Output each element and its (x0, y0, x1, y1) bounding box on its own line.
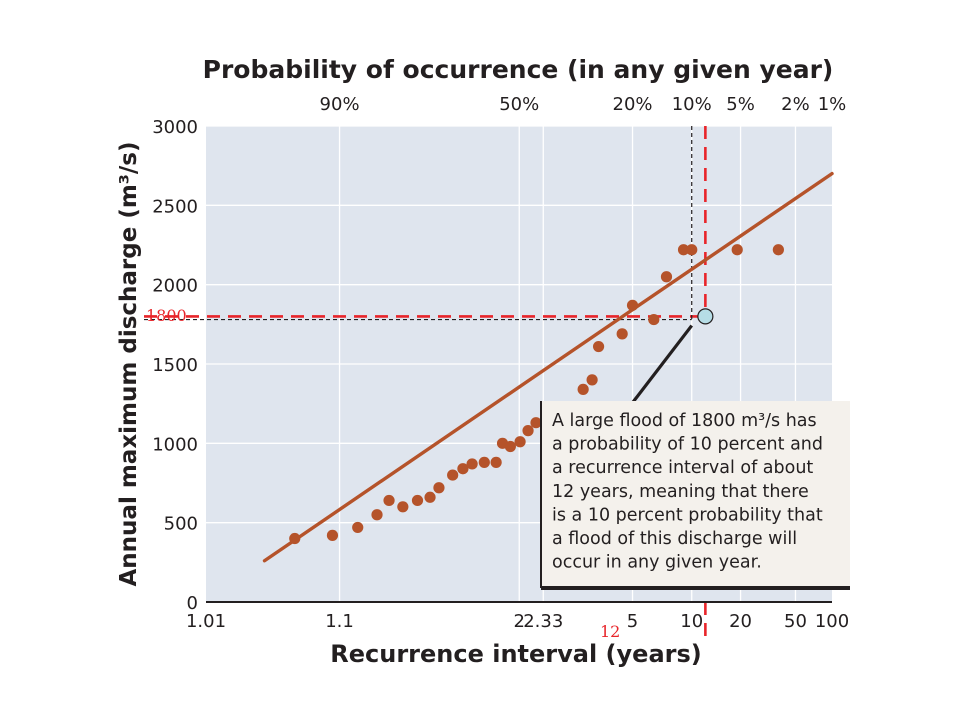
data-point (772, 244, 784, 256)
data-point (686, 244, 698, 256)
y-axis-ticks: 0 500 1000 1500 2000 2500 3000 (152, 117, 198, 614)
x-axis-label: Recurrence interval (years) (330, 640, 701, 668)
data-point (326, 529, 339, 541)
data-point (731, 244, 743, 256)
data-point (522, 425, 534, 437)
y-tick-label: 500 (164, 514, 198, 535)
callout-text-line: a recurrence interval of about (552, 458, 813, 478)
data-point (530, 417, 542, 429)
top-axis-title: Probability of occurrence (in any given … (203, 55, 834, 84)
data-point (514, 436, 526, 448)
y-axis-label: Annual maximum discharge (m³/s) (116, 142, 142, 587)
x-tick-label: 5 (627, 611, 638, 632)
data-point (504, 440, 516, 453)
y-tick-label: 1000 (152, 434, 198, 455)
data-point (411, 494, 424, 507)
callout-text-line: a probability of 10 percent and (552, 435, 823, 455)
callout-text-line: is a 10 percent probability that (552, 505, 823, 525)
x-tick-label: 20 (729, 611, 752, 632)
y-tick-label: 3000 (152, 117, 198, 138)
data-point (424, 491, 436, 503)
top-tick-label: 2% (781, 94, 810, 115)
top-tick-label: 50% (499, 94, 539, 115)
top-tick-label: 20% (613, 94, 653, 115)
data-point (457, 463, 469, 475)
data-point (660, 271, 673, 283)
data-point (586, 374, 598, 386)
x-tick-label: 100 (815, 611, 849, 632)
trend-line (262, 171, 834, 563)
data-point (397, 501, 409, 513)
top-tick-label: 5% (726, 94, 755, 115)
callout-box (541, 401, 850, 588)
callout-text-line: A large flood of 1800 m³/s has (552, 411, 817, 431)
data-point (677, 244, 690, 256)
grid (206, 125, 832, 602)
x-axis-ticks: 1.01 1.1 22.33 5 10 20 50 100 (186, 611, 849, 632)
callout-text-line: 12 years, meaning that there (552, 482, 809, 502)
guides (144, 126, 707, 642)
x-tick-label: 10 (680, 611, 703, 632)
data-point (648, 313, 660, 326)
top-tick-label: 90% (320, 94, 360, 115)
data-point (371, 509, 383, 521)
data-point (433, 482, 445, 494)
callout-text-line: occur in any given year. (552, 553, 762, 573)
intersection-marker (697, 308, 714, 325)
y-tick-label: 2000 (152, 276, 198, 297)
x-tick-label: 1.1 (325, 611, 354, 632)
top-tick-label: 1% (818, 94, 847, 115)
data-point (490, 456, 502, 468)
scatter-points (289, 244, 784, 545)
top-axis-ticks: 90% 50% 20% 10% 5% 2% 1% (320, 94, 847, 115)
x-tick-label: 1.01 (186, 611, 226, 632)
data-point (616, 328, 628, 340)
x-tick-label: 50 (784, 611, 807, 632)
data-point (592, 340, 605, 353)
trend-line-segment (262, 171, 834, 563)
top-tick-label: 10% (672, 94, 712, 115)
data-point (466, 458, 478, 470)
data-point (352, 521, 364, 534)
callout-text-line: a flood of this discharge will (552, 529, 797, 549)
y-tick-label: 2500 (152, 196, 198, 217)
data-point (383, 494, 395, 507)
x-tick-label: 2.33 (523, 611, 563, 632)
data-point (478, 456, 490, 468)
y-tick-label: 0 (187, 593, 198, 614)
y-tick-label: 1500 (152, 355, 198, 376)
x-tick-label: 2 (514, 611, 525, 632)
callout: A large flood of 1800 m³/s has a probabil… (540, 324, 850, 590)
x-guide-value-label: 12 (600, 622, 620, 641)
callout-pointer (628, 324, 693, 407)
data-point (447, 469, 459, 481)
y-guide-value-label: 1800 (146, 306, 187, 325)
data-point (577, 383, 589, 395)
